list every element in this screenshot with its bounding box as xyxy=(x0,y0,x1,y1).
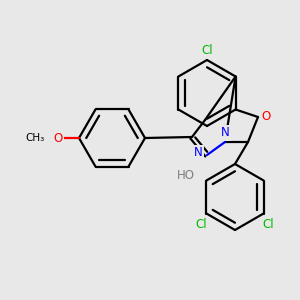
Text: Cl: Cl xyxy=(196,218,207,231)
Text: O: O xyxy=(53,131,63,145)
Text: CH₃: CH₃ xyxy=(26,133,45,143)
Text: N: N xyxy=(220,127,230,140)
Text: O: O xyxy=(261,110,271,124)
Text: HO: HO xyxy=(176,169,194,182)
Text: N: N xyxy=(194,146,202,160)
Text: Cl: Cl xyxy=(263,218,274,231)
Text: Cl: Cl xyxy=(201,44,213,56)
